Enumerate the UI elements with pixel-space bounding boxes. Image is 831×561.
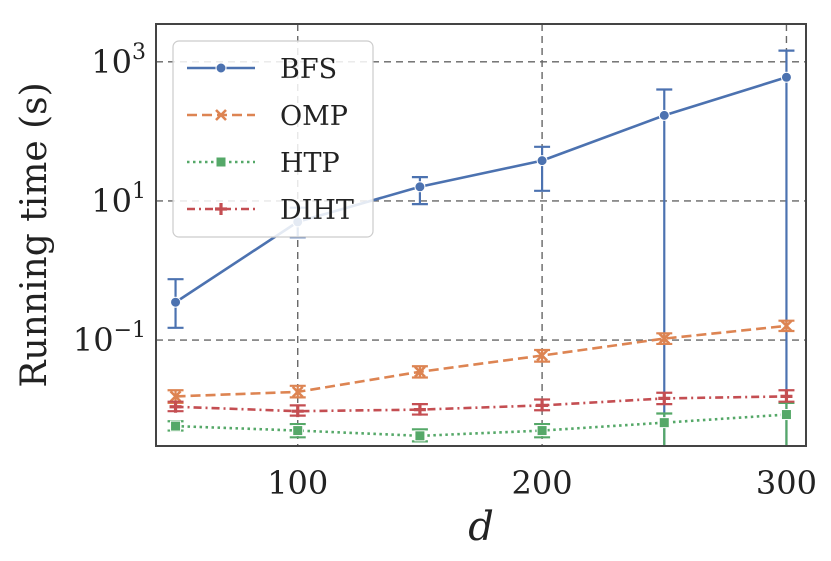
marker-diht-2	[413, 403, 426, 416]
marker-htp-4	[658, 417, 670, 429]
legend: BFS OMP HTP DIHT	[172, 40, 374, 238]
y-tick-label-0: 10−1	[73, 318, 146, 359]
legend-marker-omp	[215, 109, 227, 121]
plot-frame	[155, 23, 807, 447]
x-tick-label-1: 200	[512, 464, 573, 502]
marker-omp-1	[291, 385, 304, 398]
marker-diht-4	[658, 392, 671, 405]
marker-bfs-4	[658, 109, 670, 121]
legend-label-diht: DIHT	[280, 195, 354, 226]
line-diht	[175, 395, 787, 413]
y-tick-label-2: 103	[91, 40, 146, 81]
legend-label-omp: OMP	[280, 101, 348, 132]
marker-omp-4	[658, 332, 671, 345]
series-diht	[167, 389, 795, 418]
marker-diht-1	[291, 405, 304, 418]
x-axis-label: d	[468, 504, 494, 550]
ticks: 100 200 300 10−1 101 103	[73, 40, 817, 502]
x-tick-label-2: 300	[756, 464, 817, 502]
marker-bfs-2	[414, 181, 426, 193]
marker-htp-2	[414, 430, 426, 442]
marker-omp-2	[413, 365, 426, 378]
legend-marker-diht	[215, 203, 227, 215]
marker-diht-5	[780, 390, 793, 403]
marker-htp-3	[536, 425, 548, 437]
line-omp	[175, 324, 787, 398]
marker-omp-5	[780, 319, 793, 332]
series-htp	[167, 401, 795, 446]
legend-box	[172, 40, 374, 238]
marker-diht-3	[536, 399, 549, 412]
y-axis-label: Running time (s)	[14, 82, 55, 387]
marker-bfs-5	[780, 71, 792, 83]
marker-bfs-3	[536, 155, 548, 167]
marker-diht-0	[169, 400, 182, 413]
marker-htp-5	[780, 409, 792, 421]
series-layer	[167, 49, 795, 446]
legend-label-htp: HTP	[280, 148, 340, 179]
marker-omp-0	[169, 390, 182, 403]
legend-label-bfs: BFS	[280, 54, 337, 85]
y-tick-label-1: 101	[91, 179, 146, 220]
marker-bfs-0	[170, 296, 182, 308]
marker-omp-3	[536, 349, 549, 362]
marker-htp-0	[170, 420, 182, 432]
legend-marker-bfs	[215, 62, 227, 74]
marker-htp-1	[292, 425, 304, 437]
x-tick-label-0: 100	[267, 464, 328, 502]
legend-marker-htp	[215, 156, 227, 168]
